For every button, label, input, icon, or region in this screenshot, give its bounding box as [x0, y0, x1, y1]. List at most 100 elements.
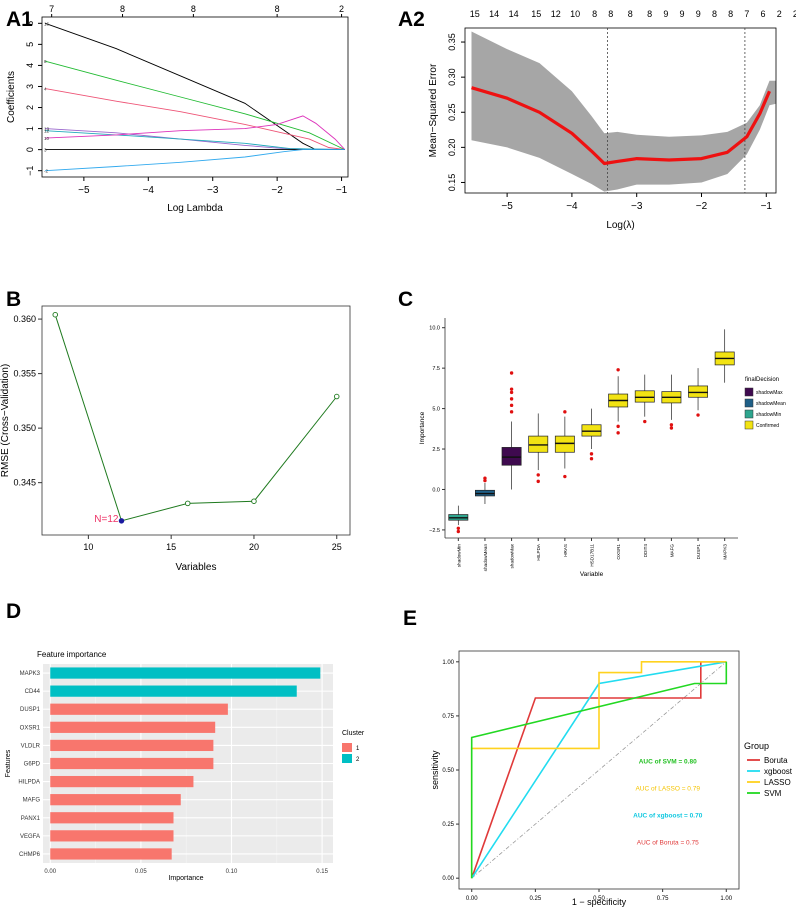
auc-annotation: AUC of Boruta = 0.75	[637, 840, 699, 847]
reference-diagonal	[471, 661, 727, 879]
rmse-point	[52, 311, 58, 318]
top-tick-label: 2	[777, 9, 782, 19]
x-tick-label: HSD17B11	[590, 544, 595, 567]
rmse-point	[118, 518, 125, 524]
x-tick-label: 0.10	[226, 869, 238, 875]
importance-bar	[50, 685, 297, 697]
x-tick-label: 10	[83, 542, 93, 552]
top-tick-label: 14	[509, 9, 519, 19]
top-tick-label: 8	[275, 4, 280, 14]
y-tick-label: 10.0	[429, 326, 440, 332]
rmse-point	[334, 393, 340, 400]
top-tick-label: 6	[761, 9, 766, 19]
panel-a2-lasso-cv-error: −5 −4 −3 −2 −1 0.15 0.20 0.25 0.30 0.35 15 14 14 15 12…	[428, 9, 796, 231]
box-outlier	[563, 474, 567, 479]
box-outlier	[509, 403, 514, 408]
chart-title: Feature importance	[37, 650, 107, 659]
box-outlier	[456, 529, 461, 534]
auc-annotation: AUC of SVM = 0.80	[639, 759, 697, 766]
coefficient-label: 16	[44, 21, 50, 26]
box-outlier	[483, 476, 487, 480]
top-tick-label: 8	[120, 4, 125, 14]
importance-bar	[50, 667, 321, 679]
y-axis-label: Mean−Squared Error	[428, 63, 439, 157]
x-tick-label: MAPK3	[723, 544, 728, 560]
top-tick-label: 12	[551, 9, 561, 19]
y-tick-label: 5.0	[432, 407, 440, 413]
coefficient-label: 13	[44, 127, 50, 132]
category-label: G6PD	[24, 762, 41, 768]
top-tick-label: 7	[744, 9, 749, 19]
box-outlier	[669, 423, 674, 427]
y-axis-label: Features	[5, 749, 12, 777]
y-tick-label: 0.50	[442, 768, 454, 774]
panel-label-a1: A1	[6, 8, 33, 31]
top-tick-label: 2	[339, 4, 344, 14]
importance-bar	[50, 739, 214, 752]
coefficient-label: 4	[44, 87, 47, 92]
panel-label-e: E	[403, 607, 417, 630]
optimum-label: N=12	[94, 514, 119, 525]
legend-title: Group	[744, 741, 769, 751]
top-tick-label: 8	[647, 9, 652, 19]
box-outlier	[456, 526, 461, 530]
box-body	[528, 435, 549, 453]
y-tick-label: 0.75	[442, 714, 454, 720]
x-axis-label: 1 − specificity	[572, 897, 627, 907]
x-tick-label: HILPDA	[536, 543, 541, 561]
coefficient-path	[45, 88, 345, 151]
top-tick-label: 9	[680, 9, 685, 19]
x-tick-label: shadowMean	[483, 544, 488, 572]
x-tick-label: 20	[249, 542, 259, 552]
panel-d-feature-importance: MAPK3 CD44 DUSP1 OXSR1 VLDLR G6PD HILPDA MAFG PA…	[5, 650, 365, 882]
roc-curve	[470, 661, 728, 879]
y-tick-label: 0.350	[13, 423, 36, 433]
top-tick-label: 9	[663, 9, 668, 19]
coefficient-path	[45, 130, 345, 151]
mean-error-line	[471, 86, 771, 166]
box-outlier	[536, 479, 540, 484]
panel-c-boruta-importance: −2.5 0.0 2.5 5.0 7.5 10.0 shadowMin shadowMean s…	[419, 318, 786, 578]
y-axis-label: Importance	[419, 411, 426, 444]
box-outlier	[509, 397, 514, 401]
top-tick-label: 8	[592, 9, 597, 19]
legend-title: finalDecision	[745, 377, 779, 383]
y-tick-label: 0.35	[447, 33, 457, 51]
y-tick-label: 0.360	[13, 314, 36, 324]
x-tick-label: 0.75	[657, 896, 669, 902]
category-label: DUSP1	[20, 707, 41, 713]
box-body	[688, 385, 708, 398]
category-label: VEGFA	[20, 834, 40, 840]
legend-swatch	[342, 743, 352, 752]
coefficient-label: -2	[44, 169, 48, 174]
y-tick-label: 0.25	[447, 103, 457, 121]
legend-label: 2	[356, 757, 360, 763]
legend-label: Boruta	[764, 756, 788, 765]
category-label: MAFG	[23, 798, 41, 804]
y-tick-label: 3	[25, 84, 35, 89]
top-tick-label: 7	[49, 4, 54, 14]
legend-swatch	[744, 420, 754, 430]
box-outlier	[616, 368, 620, 372]
top-tick-label: 15	[470, 9, 480, 19]
legend-label: SVM	[764, 789, 782, 798]
category-label: PANX1	[21, 816, 41, 822]
x-tick-label: −2	[271, 185, 283, 196]
x-tick-label: −5	[501, 201, 513, 212]
importance-bar	[50, 775, 194, 788]
coefficient-label: 3	[44, 148, 47, 153]
legend-label: Confirmed	[756, 423, 779, 429]
y-tick-label: 0.355	[13, 369, 36, 379]
box-outlier	[509, 387, 514, 391]
y-axis-label: Coefficients	[6, 71, 17, 123]
category-label: MAPK3	[20, 671, 41, 677]
x-axis-label: Variables	[176, 562, 217, 573]
x-axis-label: Log Lambda	[167, 203, 223, 214]
category-label: HILPDA	[18, 780, 40, 786]
top-tick-label: 8	[628, 9, 633, 19]
x-tick-label: −3	[207, 185, 219, 196]
coefficient-label: 8	[44, 59, 47, 64]
plot-frame	[41, 16, 349, 178]
importance-bar	[50, 703, 228, 715]
